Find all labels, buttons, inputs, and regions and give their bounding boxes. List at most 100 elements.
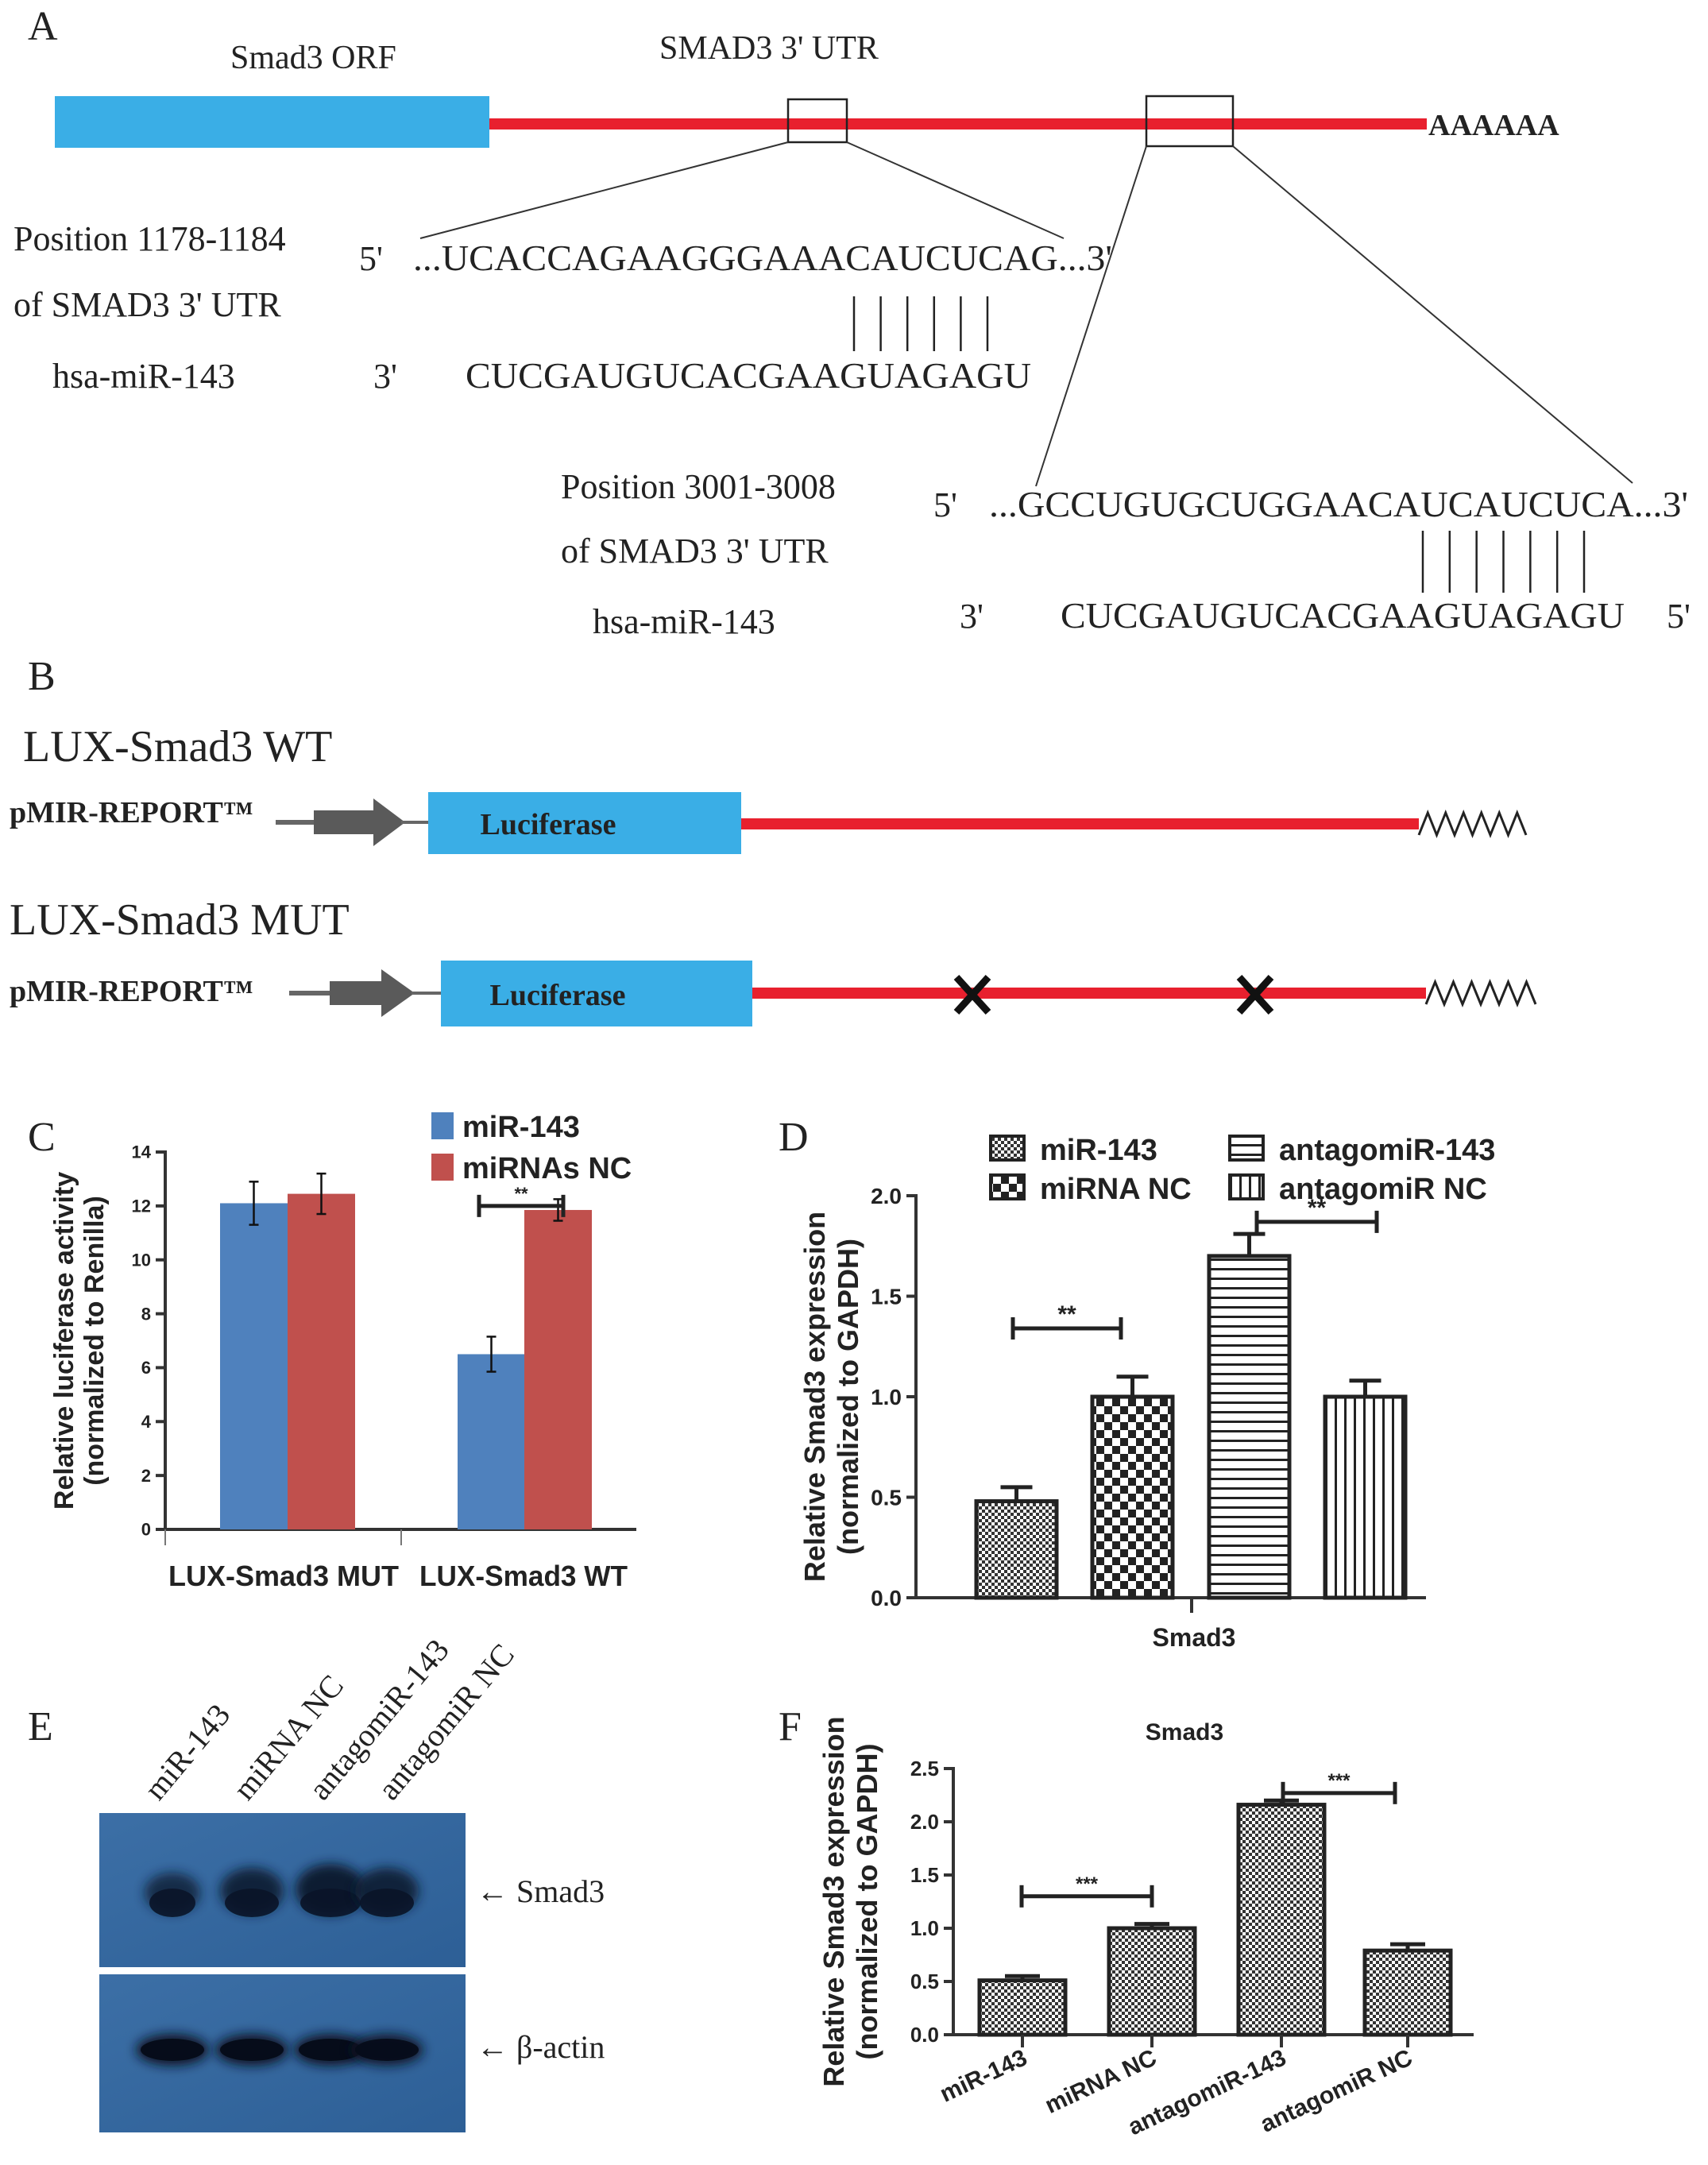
actin-band-core — [299, 2039, 362, 2061]
smad3-band-core — [149, 1889, 195, 1917]
x-category-label: miR-143 — [936, 2044, 1031, 2107]
smad3-band-core — [360, 1889, 414, 1917]
site1-mirna-seq: CUCGAUGUCACGAAGUAGAGU — [466, 355, 1031, 396]
site2-zoom-line-left — [1035, 145, 1147, 487]
significance-label: *** — [1076, 1873, 1099, 1895]
y-tick-label: 1.5 — [910, 1863, 939, 1887]
bar-mir-143 — [220, 1203, 288, 1529]
bar-antagomir-143 — [1207, 1254, 1292, 1600]
actin-band-label: ← β-actin — [477, 2029, 605, 2065]
site1-target-seq: ...UCACCAGAAGGGAAACAUCUCAG...3' — [413, 238, 1112, 278]
site1-position: Position 1178-1184 — [14, 219, 286, 258]
bar — [1362, 1948, 1453, 2037]
actin-band-core — [220, 2039, 284, 2061]
site2-pairing-lines — [1421, 531, 1586, 593]
site2-three-prime: 3' — [960, 597, 983, 636]
utr-line — [489, 118, 1427, 130]
site1-of-utr: of SMAD3 3' UTR — [14, 285, 281, 324]
bar-mir-143 — [458, 1354, 525, 1529]
site2-five-prime: 5' — [933, 485, 957, 524]
site1-alignment: Position 1178-1184 of SMAD3 3' UTR hsa-m… — [14, 219, 1112, 396]
legend-swatch — [431, 1112, 454, 1139]
site2-alignment: Position 3001-3008 of SMAD3 3' UTR hsa-m… — [561, 467, 1691, 641]
legend-label: antagomiR NC — [1279, 1173, 1487, 1206]
bar-mir-143 — [974, 1499, 1059, 1600]
y-tick-label: 1.0 — [910, 1916, 939, 1940]
legend-swatch — [989, 1135, 1026, 1162]
mut-luciferase-box — [441, 961, 752, 1026]
significance-label: ** — [514, 1184, 528, 1204]
legend-label: miR-143 — [1040, 1134, 1157, 1167]
y-axis-label: (normalized to GAPDH) — [832, 1239, 864, 1555]
y-tick-label: 1.0 — [871, 1385, 902, 1409]
y-axis-label: Relative luciferase activity — [49, 1172, 79, 1510]
mut-vector-label: pMIR-REPORT™ — [10, 975, 253, 1008]
x-category-label: LUX-Smad3 WT — [419, 1560, 628, 1592]
mut-zigzag-icon — [1424, 979, 1537, 1007]
site1-pairing-lines — [852, 296, 989, 351]
panel-label-e: E — [28, 1704, 53, 1749]
site2-box — [1145, 95, 1235, 148]
mut-luciferase-label: Luciferase — [490, 979, 626, 1012]
bar — [977, 1978, 1068, 2037]
legend-swatch — [431, 1154, 454, 1181]
chart-d: 0.0 0.5 1.0 1.5 2.0 Relative Smad3 expression… — [798, 1134, 1495, 1652]
legend-swatch — [1228, 1135, 1265, 1162]
site1-zoom-line-left — [419, 141, 789, 239]
y-axis-label: (normalized to GAPDH) — [851, 1743, 883, 2059]
panel-label-b: B — [28, 654, 56, 699]
orf-label: Smad3 ORF — [230, 40, 396, 76]
y-tick-label: 2 — [141, 1466, 151, 1486]
bar-mirnas-nc — [288, 1193, 355, 1529]
mut-utr-line — [752, 988, 1426, 999]
y-tick-label: 0.5 — [910, 1970, 939, 1993]
panel-label-c: C — [28, 1115, 56, 1160]
significance-label: ** — [1308, 1195, 1327, 1221]
legend-label: miRNA NC — [1040, 1173, 1192, 1206]
legend-label: antagomiR-143 — [1279, 1134, 1495, 1167]
wt-utr-line — [741, 818, 1419, 829]
y-axis-label: (normalized to Renilla) — [79, 1196, 110, 1486]
x-axis-label: Smad3 — [1153, 1623, 1236, 1652]
bar-mirna-nc — [1090, 1394, 1175, 1600]
smad3-band-core — [225, 1889, 279, 1917]
wt-luciferase-label: Luciferase — [481, 808, 616, 841]
y-tick-label: 1.5 — [871, 1284, 902, 1309]
y-axis-label: Relative Smad3 expression — [817, 1716, 850, 2086]
bar-mirnas-nc — [524, 1209, 592, 1529]
site1-box — [786, 98, 848, 144]
x-category-label: LUX-Smad3 MUT — [168, 1560, 399, 1592]
site2-position: Position 3001-3008 — [561, 467, 836, 506]
site2-target-seq: ...GCCUGUGCUGGAACAUCAUCUCA...3' — [989, 484, 1688, 524]
y-tick-label: 0.0 — [871, 1586, 902, 1610]
blot-bands — [136, 1864, 423, 2066]
y-tick-label: 0.0 — [910, 2023, 939, 2047]
panel-a: A Smad3 ORF SMAD3 3' UTR AAAAAA Position… — [14, 4, 1691, 641]
actin-band-core — [141, 2039, 204, 2061]
y-tick-label: 2.0 — [871, 1184, 902, 1208]
panel-b: B LUX-Smad3 WT pMIR-REPORT™ Luciferase L… — [10, 654, 1537, 1026]
y-tick-label: 0 — [141, 1520, 151, 1540]
panel-label-a: A — [28, 4, 58, 49]
poly-a-tail: AAAAAA — [1428, 109, 1559, 142]
panel-label-f: F — [779, 1704, 802, 1749]
site1-five-prime: 5' — [359, 239, 383, 278]
site2-mirna-seq: CUCGAUGUCACGAAGUAGAGU — [1061, 595, 1625, 636]
bar-antagomir-nc — [1323, 1394, 1408, 1600]
site2-mirna-name: hsa-miR-143 — [593, 602, 775, 641]
site1-mirna-name: hsa-miR-143 — [52, 357, 235, 396]
legend-swatch — [1228, 1173, 1265, 1200]
y-tick-label: 14 — [132, 1142, 152, 1162]
legend-swatch — [989, 1173, 1026, 1200]
chart-c: 0 2 4 6 8 10 12 14 Relative luciferase activity(… — [49, 1111, 636, 1592]
site1-three-prime: 3' — [373, 357, 397, 396]
wt-construct-title: LUX-Smad3 WT — [23, 722, 332, 771]
wt-vector-label: pMIR-REPORT™ — [10, 796, 253, 829]
wt-luciferase-box — [428, 792, 741, 854]
y-tick-label: 4 — [141, 1412, 152, 1432]
y-tick-label: 0.5 — [871, 1485, 902, 1510]
smad3-band-core — [300, 1889, 361, 1917]
